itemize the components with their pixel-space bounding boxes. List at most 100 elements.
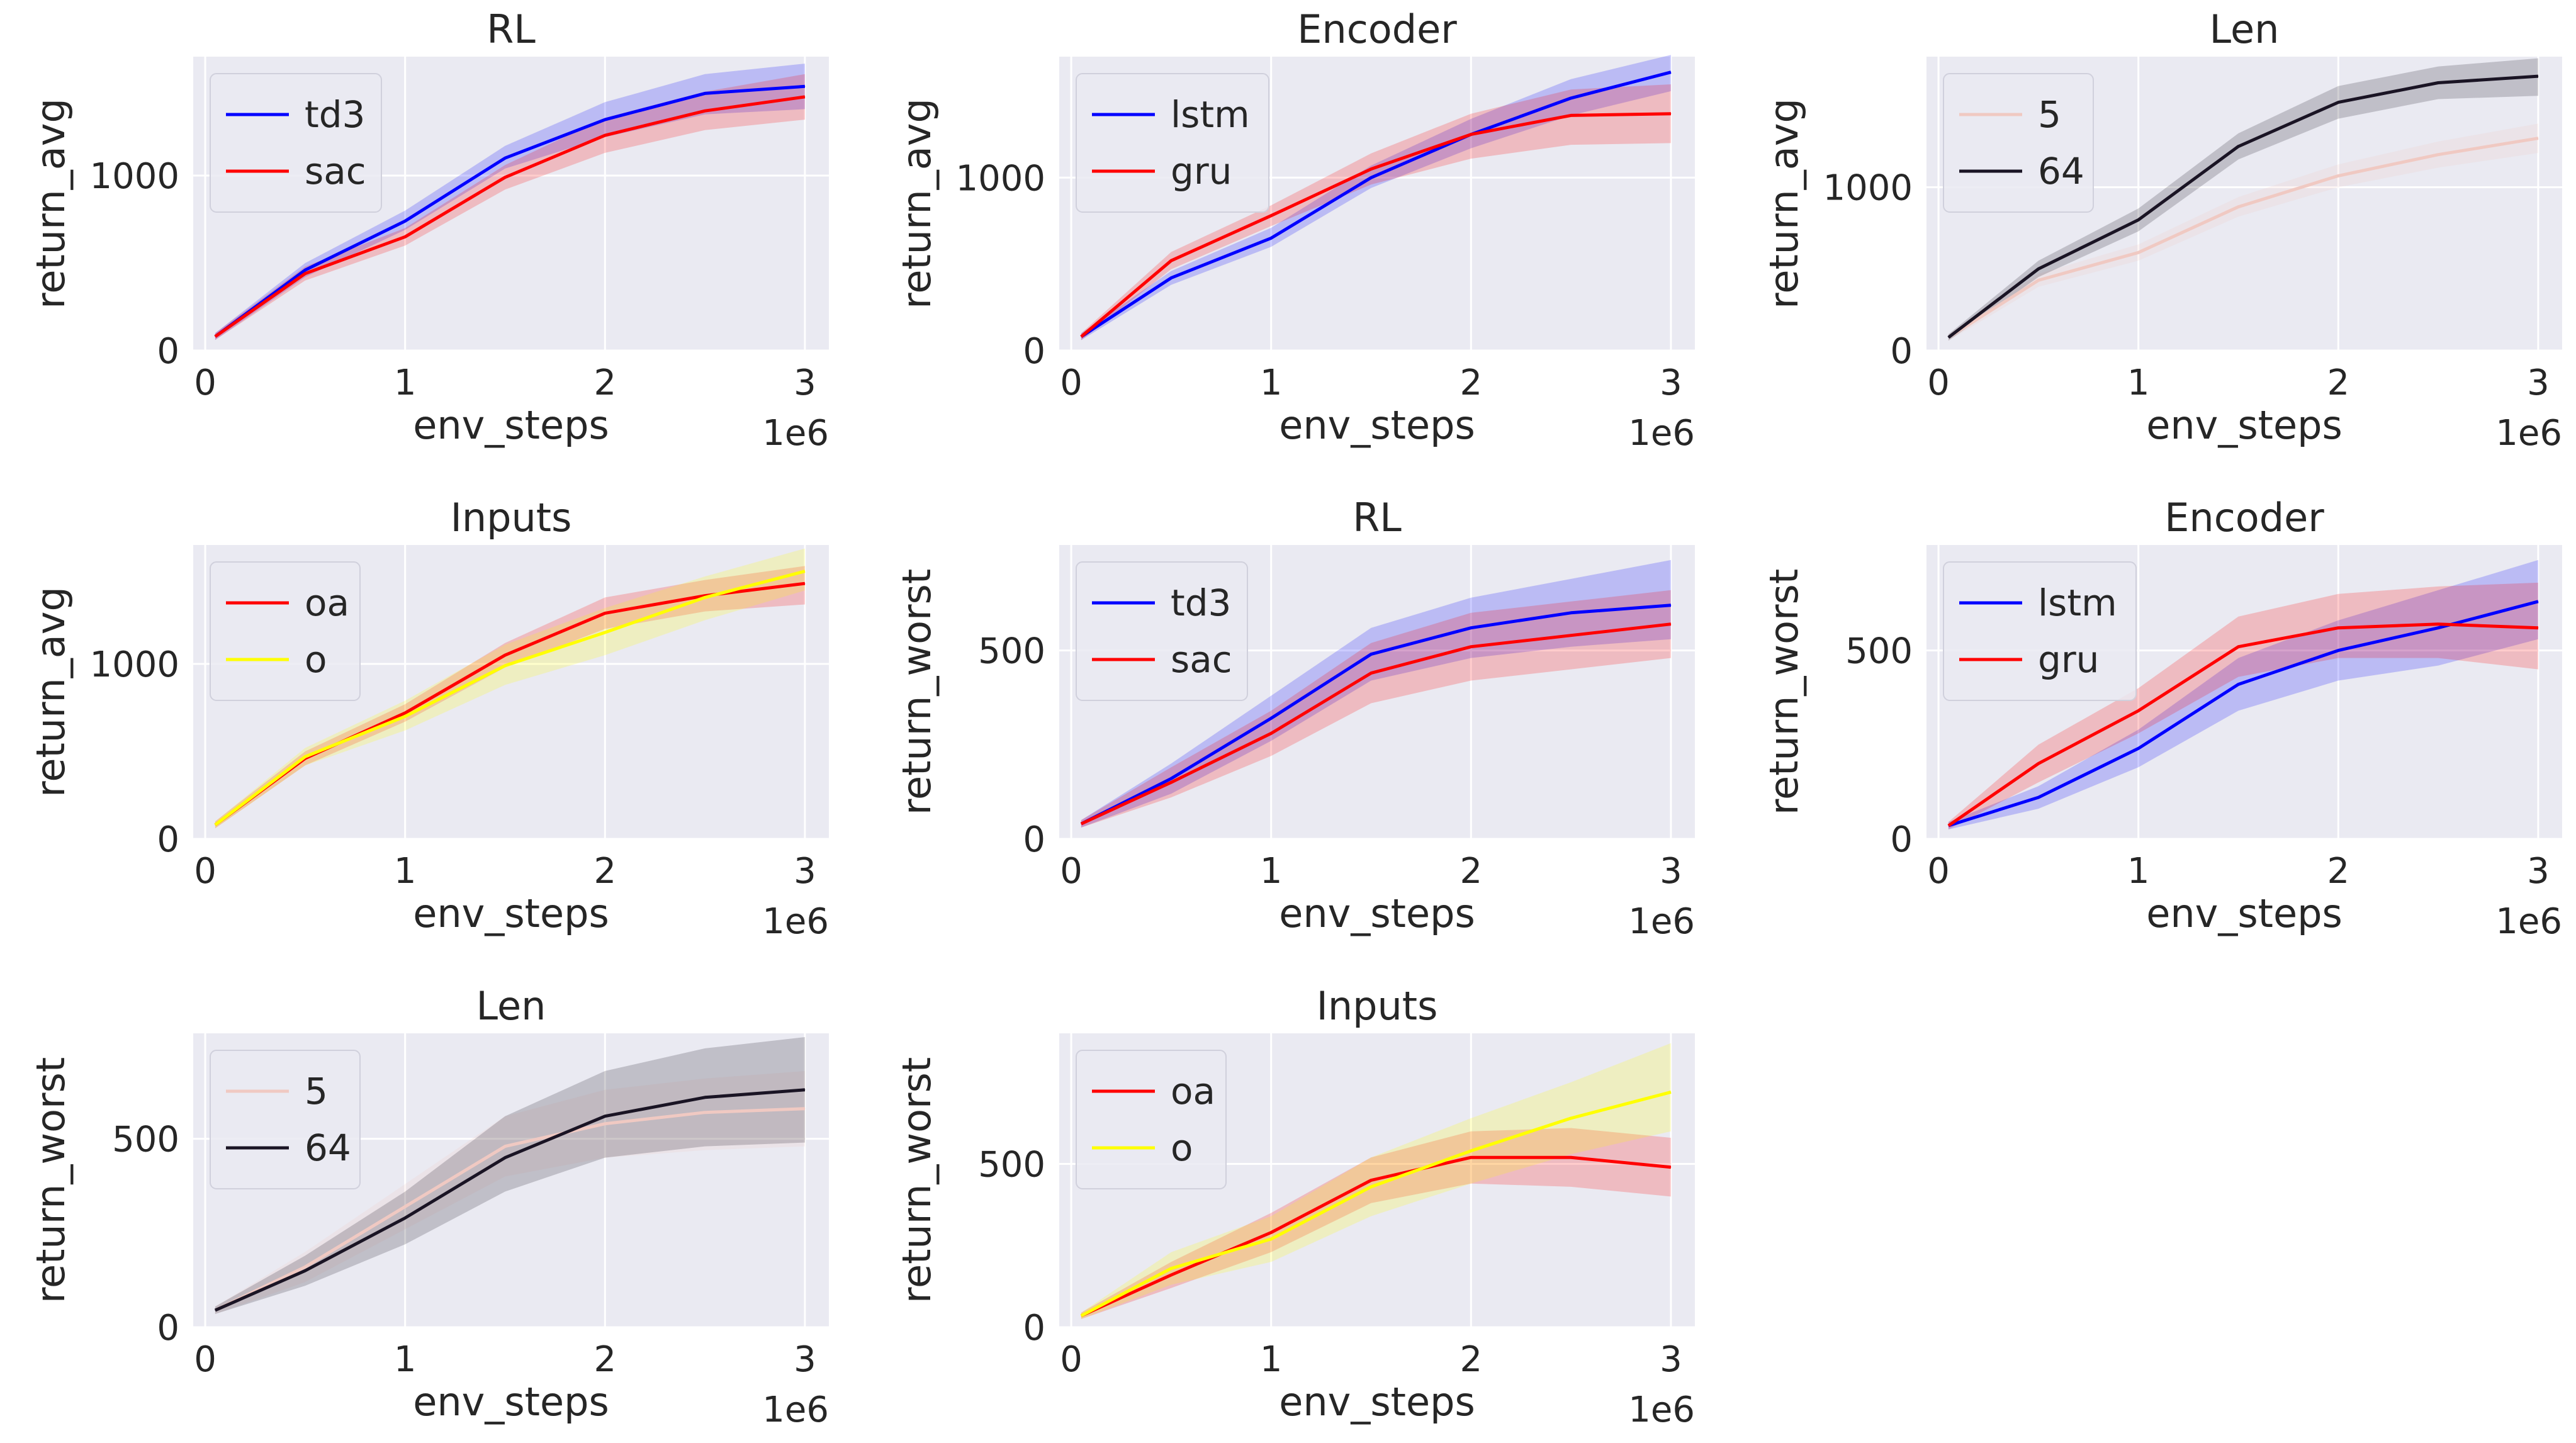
legend-label-gru: gru <box>1171 150 1232 193</box>
band-td3 <box>1081 559 1671 828</box>
legend-label-o: o <box>305 638 327 681</box>
legend-label-sac: sac <box>1171 638 1232 681</box>
y-tick-label: 0 <box>1023 819 1045 860</box>
legend-label-oa: oa <box>1171 1070 1215 1113</box>
data-point-lstm <box>2038 797 2039 798</box>
x-tick-label: 2 <box>1460 1339 1482 1380</box>
subplot-title: Len <box>476 983 546 1029</box>
x-offset-label: 1e6 <box>762 1390 829 1430</box>
subplot-rl-return-avg: 0 1 2 3 0 1000 1e6 RL env_steps return_avg td3 sac <box>28 6 829 454</box>
x-offset-label: 1e6 <box>2495 413 2562 454</box>
data-point-lstm <box>2438 627 2439 629</box>
legend-label-oa: oa <box>305 581 349 624</box>
y-axis-label: return_avg <box>1761 98 1807 309</box>
legend-label-5: 5 <box>305 1070 328 1113</box>
x-axis-label: env_steps <box>1279 1379 1475 1425</box>
legend-box <box>210 1050 361 1189</box>
data-point-5 <box>2238 206 2239 208</box>
x-tick-label: 0 <box>1060 851 1083 892</box>
x-axis-label: env_steps <box>1279 402 1475 448</box>
legend: td3 sac <box>1076 561 1248 701</box>
subplot-inputs-return-worst: 0 1 2 3 0 500 1e6 Inputs env_steps return_worst oa… <box>894 983 1695 1430</box>
legend-label-lstm: lstm <box>2038 581 2117 624</box>
x-tick-label: 0 <box>1927 851 1950 892</box>
legend-label-o: o <box>1171 1126 1193 1169</box>
x-tick-label: 3 <box>1660 362 1682 403</box>
legend-label-gru: gru <box>2038 638 2099 681</box>
x-tick-label: 3 <box>794 362 816 403</box>
x-tick-label: 2 <box>1460 362 1482 403</box>
x-tick-label: 0 <box>194 1339 217 1380</box>
y-tick-label: 1000 <box>89 156 179 197</box>
band-gru <box>1081 84 1671 340</box>
data-point-td3 <box>1570 612 1572 614</box>
band-gru <box>1948 582 2538 829</box>
y-tick-label: 0 <box>1890 819 1913 860</box>
x-tick-label: 3 <box>2527 362 2550 403</box>
legend-box <box>210 73 382 213</box>
y-tick-label: 500 <box>978 631 1045 672</box>
subplot-title: Encoder <box>2164 495 2324 541</box>
x-tick-label: 1 <box>1260 851 1283 892</box>
x-offset-label: 1e6 <box>2495 901 2562 942</box>
legend-box <box>1943 561 2137 701</box>
x-tick-label: 2 <box>593 1339 616 1380</box>
x-tick-label: 2 <box>2327 362 2349 403</box>
y-axis-label: return_worst <box>28 1057 74 1303</box>
x-offset-label: 1e6 <box>762 413 829 454</box>
x-tick-label: 1 <box>1260 1339 1283 1380</box>
data-point-gru <box>2238 646 2239 648</box>
y-axis-label: return_worst <box>894 1057 940 1303</box>
y-tick-label: 0 <box>157 331 179 372</box>
x-tick-label: 0 <box>194 851 217 892</box>
x-axis-label: env_steps <box>2146 890 2343 936</box>
data-point-gru <box>2337 627 2339 629</box>
legend-label-lstm: lstm <box>1171 93 1250 136</box>
legend-box <box>210 561 361 701</box>
y-tick-label: 500 <box>1845 631 1913 672</box>
legend-box <box>1943 73 2094 213</box>
band-o <box>215 548 805 829</box>
x-axis-label: env_steps <box>413 402 609 448</box>
band-oa <box>1081 1128 1671 1319</box>
x-offset-label: 1e6 <box>1628 901 1695 942</box>
data-point-64 <box>704 1097 706 1098</box>
y-tick-label: 1000 <box>955 158 1045 199</box>
subplot-encoder-return-worst: 0 1 2 3 0 500 1e6 Encoder env_steps return_worst l… <box>1761 495 2562 942</box>
data-point-td3 <box>804 86 806 87</box>
data-point-oa <box>804 583 806 584</box>
legend: td3 sac <box>210 73 382 213</box>
x-tick-label: 2 <box>2327 851 2349 892</box>
x-axis-label: env_steps <box>2146 402 2343 448</box>
y-tick-label: 0 <box>157 819 179 860</box>
legend-box <box>1076 561 1248 701</box>
subplot-encoder-return-avg: 0 1 2 3 0 1000 1e6 Encoder env_steps return_avg ls… <box>894 6 1695 454</box>
x-tick-label: 3 <box>1660 1339 1682 1380</box>
legend: lstm gru <box>1076 73 1269 213</box>
data-point-64 <box>1948 337 1949 338</box>
subplot-title: Len <box>2210 6 2280 52</box>
subplot-inputs-return-avg: 0 1 2 3 0 1000 1e6 Inputs env_steps return_avg oa o <box>28 495 829 942</box>
legend-box <box>1076 1050 1227 1189</box>
band-sac <box>215 74 805 340</box>
x-tick-label: 3 <box>2527 851 2550 892</box>
data-point-lstm <box>2337 650 2339 651</box>
band-sac <box>1081 590 1671 828</box>
x-tick-label: 1 <box>2127 362 2150 403</box>
data-point-gru <box>1570 115 1572 116</box>
subplot-title: Encoder <box>1297 6 1457 52</box>
x-tick-label: 1 <box>1260 362 1283 403</box>
x-tick-label: 1 <box>394 362 417 403</box>
data-point-oa <box>1570 1157 1572 1158</box>
data-point-64 <box>2337 102 2339 103</box>
legend-box <box>1076 73 1269 213</box>
band-64 <box>1948 58 2538 341</box>
x-tick-label: 2 <box>593 851 616 892</box>
data-point-gru <box>2138 710 2139 711</box>
x-offset-label: 1e6 <box>762 901 829 942</box>
y-axis-label: return_worst <box>894 569 940 815</box>
data-point-lstm <box>2238 684 2239 685</box>
x-axis-label: env_steps <box>413 890 609 936</box>
